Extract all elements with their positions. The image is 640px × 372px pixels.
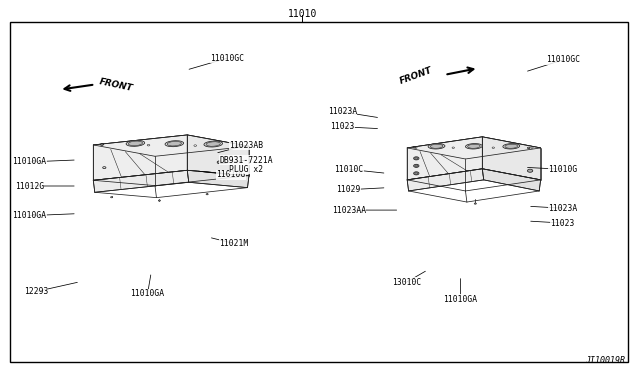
Circle shape bbox=[194, 145, 196, 146]
Ellipse shape bbox=[503, 144, 520, 149]
Text: FRONT: FRONT bbox=[399, 66, 434, 86]
Text: 11010GA: 11010GA bbox=[444, 295, 477, 304]
Circle shape bbox=[217, 161, 222, 164]
Text: 11010G: 11010G bbox=[216, 170, 245, 179]
Circle shape bbox=[492, 147, 495, 148]
Polygon shape bbox=[188, 135, 249, 176]
Text: 11010G: 11010G bbox=[548, 165, 577, 174]
Circle shape bbox=[413, 164, 419, 167]
Polygon shape bbox=[93, 170, 189, 192]
Ellipse shape bbox=[465, 144, 483, 149]
Circle shape bbox=[147, 144, 150, 146]
Text: 11023: 11023 bbox=[330, 122, 355, 131]
Text: 11023A: 11023A bbox=[328, 108, 357, 116]
Text: JI10019R: JI10019R bbox=[585, 356, 625, 365]
Polygon shape bbox=[407, 137, 483, 180]
Polygon shape bbox=[483, 137, 541, 180]
Ellipse shape bbox=[206, 142, 220, 146]
Text: 11029: 11029 bbox=[337, 185, 361, 194]
Ellipse shape bbox=[126, 140, 145, 146]
Text: 11010GA: 11010GA bbox=[12, 211, 47, 220]
Text: 11010GC: 11010GC bbox=[546, 55, 580, 64]
Circle shape bbox=[474, 203, 476, 204]
Polygon shape bbox=[93, 135, 249, 156]
Text: PLUG x2: PLUG x2 bbox=[230, 165, 264, 174]
Circle shape bbox=[111, 196, 113, 198]
Polygon shape bbox=[188, 170, 249, 187]
Ellipse shape bbox=[204, 141, 223, 147]
Text: 11012G: 11012G bbox=[15, 182, 44, 190]
Text: 11023A: 11023A bbox=[548, 204, 577, 213]
Text: 11010C: 11010C bbox=[334, 165, 364, 174]
Text: 11010GA: 11010GA bbox=[12, 157, 47, 166]
Text: 11023AB: 11023AB bbox=[230, 141, 264, 150]
Circle shape bbox=[413, 172, 419, 175]
Circle shape bbox=[415, 165, 418, 167]
Text: DB931-7221A: DB931-7221A bbox=[220, 155, 273, 164]
Circle shape bbox=[452, 147, 454, 148]
Ellipse shape bbox=[428, 144, 445, 149]
Text: 11023: 11023 bbox=[550, 219, 575, 228]
Polygon shape bbox=[483, 169, 541, 191]
Circle shape bbox=[413, 157, 419, 160]
Ellipse shape bbox=[505, 144, 518, 148]
Polygon shape bbox=[407, 137, 541, 159]
Circle shape bbox=[415, 173, 418, 174]
Text: 11010GA: 11010GA bbox=[131, 289, 164, 298]
Circle shape bbox=[531, 147, 533, 148]
Circle shape bbox=[241, 145, 243, 147]
Circle shape bbox=[206, 193, 208, 195]
Text: 11010GC: 11010GC bbox=[211, 54, 244, 62]
Ellipse shape bbox=[128, 141, 143, 145]
Text: FRONT: FRONT bbox=[99, 77, 134, 93]
Ellipse shape bbox=[430, 144, 443, 148]
Polygon shape bbox=[407, 169, 484, 191]
Text: 13010C: 13010C bbox=[392, 278, 421, 287]
Circle shape bbox=[415, 157, 418, 159]
Ellipse shape bbox=[165, 141, 184, 147]
Text: 11021M: 11021M bbox=[219, 239, 248, 248]
Circle shape bbox=[158, 200, 161, 201]
Circle shape bbox=[527, 169, 532, 172]
Text: 12293: 12293 bbox=[24, 287, 48, 296]
Circle shape bbox=[415, 147, 417, 148]
Ellipse shape bbox=[167, 141, 182, 146]
Polygon shape bbox=[93, 135, 188, 180]
Text: 11023AA: 11023AA bbox=[332, 206, 366, 215]
Text: 11010: 11010 bbox=[287, 9, 317, 19]
Circle shape bbox=[100, 144, 103, 145]
Ellipse shape bbox=[468, 144, 480, 148]
